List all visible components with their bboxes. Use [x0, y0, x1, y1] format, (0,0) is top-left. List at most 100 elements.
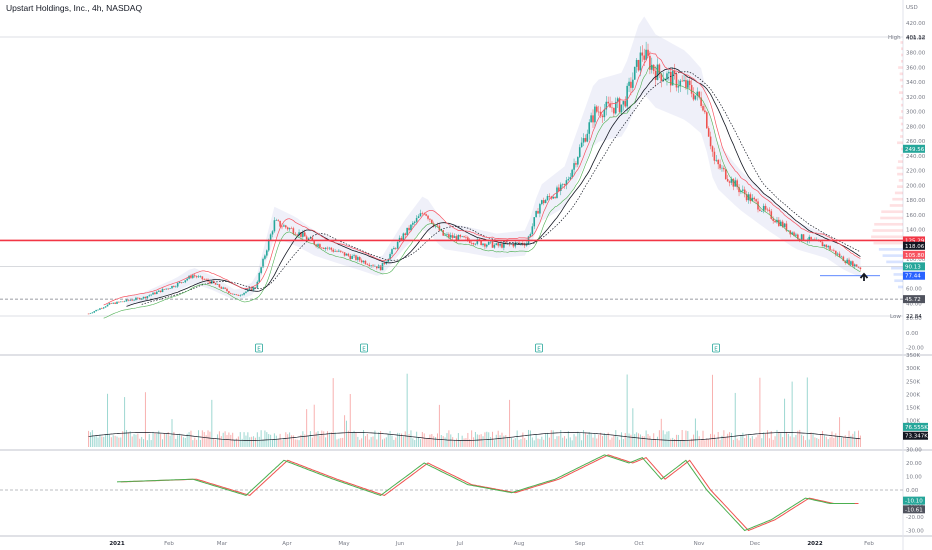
volume-bar — [499, 435, 501, 447]
candle-body — [254, 287, 257, 288]
volume-bar — [803, 435, 805, 447]
price-tag-bg — [903, 236, 925, 245]
volume-profile-bar — [901, 147, 903, 151]
candle-body — [783, 223, 786, 227]
candle-body — [412, 222, 414, 225]
candle-body — [651, 64, 653, 70]
volume-bar — [285, 432, 287, 447]
candle-body — [169, 288, 171, 289]
volume-bar — [507, 437, 509, 447]
volume-bar — [112, 435, 114, 447]
volume-bar — [806, 377, 808, 447]
volume-bar — [738, 440, 740, 447]
volume-bar — [636, 432, 638, 447]
volume-bar — [679, 439, 681, 447]
candle-body — [135, 297, 137, 300]
candle-body — [296, 234, 298, 236]
volume-bar — [759, 377, 761, 447]
volume-bar — [829, 437, 831, 447]
volume-bar — [418, 437, 420, 447]
volume-bar — [825, 436, 827, 447]
volume-bar — [344, 415, 346, 447]
volume-bar — [97, 437, 99, 447]
candle-body — [178, 282, 181, 284]
volume-bar — [194, 437, 196, 447]
candle-body — [470, 242, 473, 244]
volume-bar — [734, 392, 736, 447]
volume-bar — [382, 439, 384, 447]
price-axis[interactable]: 420.00 400.00 380.00 360.00 340.00 320.00 300.… — [888, 21, 928, 534]
candle-body — [370, 265, 372, 267]
candle-body — [271, 231, 274, 235]
volume-bar — [600, 432, 602, 447]
candle-body — [637, 59, 640, 71]
volume-bar — [429, 434, 431, 447]
candle-body — [819, 241, 822, 243]
candle-body — [827, 246, 829, 248]
volume-bar — [222, 432, 224, 447]
volume-bar — [179, 433, 181, 447]
volume-bar — [416, 431, 418, 447]
candle-body — [633, 66, 636, 80]
candle-body — [578, 147, 581, 158]
volume-bar — [125, 430, 127, 447]
candle-body — [514, 242, 517, 247]
volume-bar — [319, 435, 321, 447]
volume-bar — [677, 434, 679, 447]
volume-profile-bar — [901, 59, 903, 63]
volume-bar — [795, 435, 797, 447]
candle-body — [563, 183, 566, 186]
candle-body — [459, 235, 462, 237]
volume-bar — [455, 438, 457, 447]
volume-bar — [325, 437, 327, 447]
volume-bar — [414, 440, 416, 447]
candle-body — [544, 199, 547, 204]
earnings-marker — [535, 343, 543, 353]
candle-body — [859, 267, 862, 269]
volume-bar — [725, 436, 727, 447]
volume-bar — [490, 437, 492, 447]
volume-bar — [732, 439, 734, 447]
volume-bar — [304, 434, 306, 447]
time-label: Nov — [694, 541, 705, 547]
volume-bar — [685, 430, 687, 447]
time-axis[interactable]: 2021 Feb Mar Apr May Jun Jul Aug Sep Oct Nov Dec 202… — [109, 541, 874, 547]
earnings-label: E — [714, 347, 718, 353]
candle-body — [721, 167, 723, 169]
volume-bar — [433, 436, 435, 447]
candle-body — [499, 243, 501, 246]
candle-body — [751, 197, 754, 202]
volume-bar — [349, 393, 351, 447]
volume-tick-label: 100K — [906, 419, 920, 425]
candle-body — [601, 115, 604, 118]
volume-bar — [683, 440, 685, 447]
volume-profile-bar — [900, 122, 903, 126]
volume-bar — [782, 437, 784, 447]
candle-body — [224, 287, 226, 289]
candle-body — [611, 107, 613, 109]
volume-bar — [617, 436, 619, 447]
candle-body — [425, 214, 427, 216]
volume-profile-bar — [898, 91, 903, 94]
time-label: 2022 — [807, 541, 822, 547]
volume-bar — [520, 439, 522, 447]
osc-tag-bg — [903, 505, 925, 514]
volume-bar — [643, 436, 645, 447]
candle-body — [279, 220, 281, 227]
candle-body — [319, 244, 321, 248]
candle-body — [222, 287, 225, 289]
candle-body — [256, 281, 259, 288]
time-label: Jun — [395, 541, 405, 547]
candle-body — [419, 213, 422, 217]
volume-bar — [611, 437, 613, 447]
candle-body — [125, 299, 128, 302]
volume-bar — [363, 430, 365, 447]
candle-body — [231, 293, 234, 295]
volume-bar — [856, 438, 858, 447]
volume-bar — [99, 434, 101, 447]
volume-bar — [103, 436, 105, 447]
volume-bar — [641, 436, 643, 447]
volume-bar — [776, 429, 778, 447]
